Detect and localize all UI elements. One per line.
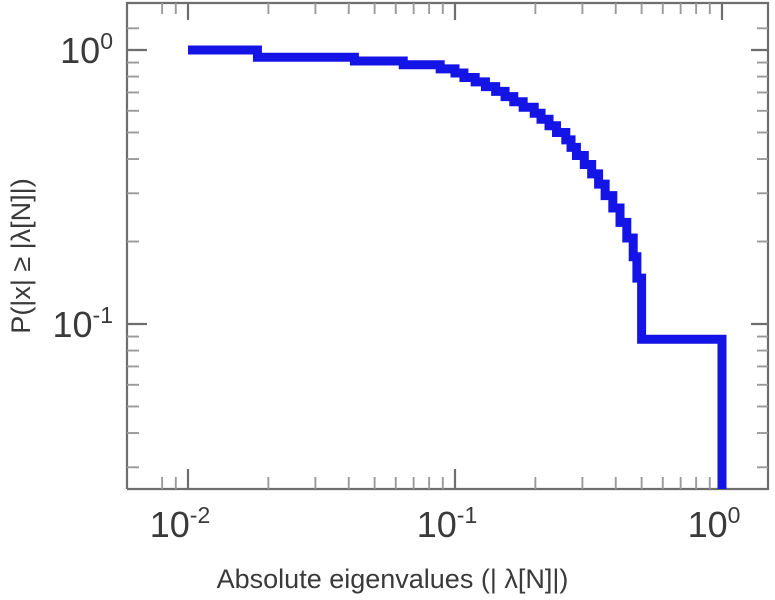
ecdf-step-curve — [188, 45, 727, 489]
y-axis-title: P(|x| ≥ |λ[N]|) — [6, 178, 36, 333]
y-axis-ticks — [127, 27, 768, 469]
y-tick-label: 10-1 — [53, 302, 114, 345]
x-tick-label: 10-1 — [417, 502, 478, 545]
y-tick-label: 100 — [60, 28, 113, 71]
x-axis-ticks — [161, 3, 724, 489]
x-tick-label: 100 — [688, 502, 741, 545]
x-tick-labels: 10-2 10-1 100 — [150, 502, 741, 545]
plot-box — [125, 1, 770, 491]
data-series-layer — [188, 45, 727, 489]
axis-titles: Absolute eigenvalues (| λ[N]|) P(|x| ≥ |λ… — [6, 178, 568, 594]
plot-frame — [125, 1, 770, 491]
y-tick-labels: 100 10-1 — [53, 28, 114, 345]
x-axis-title: Absolute eigenvalues (| λ[N]|) — [217, 564, 569, 594]
x-tick-label: 10-2 — [150, 502, 211, 545]
